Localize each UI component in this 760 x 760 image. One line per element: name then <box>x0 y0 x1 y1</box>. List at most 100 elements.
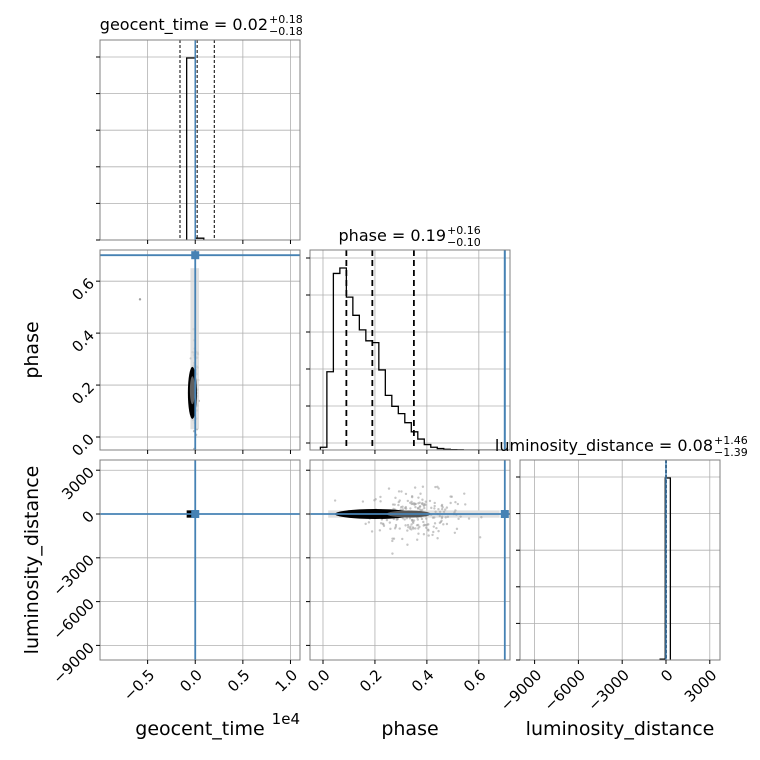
sample-point <box>409 525 412 528</box>
hist-geocent-time-frame <box>99 39 301 241</box>
sample-point <box>405 517 409 520</box>
sample-point <box>454 500 457 504</box>
sample-point <box>426 528 430 531</box>
hist-phase-frame <box>309 249 511 451</box>
truth-marker <box>500 510 509 519</box>
sample-point <box>421 485 425 488</box>
truth-marker <box>191 251 200 260</box>
sample-point <box>417 506 420 510</box>
hist-geocent-time <box>96 39 301 244</box>
sample-point <box>433 507 436 510</box>
hist-luminosity-distance-plot-area <box>520 460 720 660</box>
sample-point <box>453 531 457 534</box>
sample-point <box>417 496 420 499</box>
sample-point <box>387 487 391 490</box>
sample-point <box>445 506 449 509</box>
x-tick-label: −9000 <box>497 666 546 715</box>
sample-point <box>400 490 403 493</box>
scatter-geocent-time-vs-luminosity-distance-frame <box>99 459 301 661</box>
x-tick-label: 0.0 <box>304 666 334 696</box>
sample-point <box>416 518 420 521</box>
sample-point <box>416 538 419 541</box>
x-axis-label-geocent-time: geocent_time <box>135 718 264 740</box>
sample-point <box>412 519 416 522</box>
scatter-geocent-time-vs-phase <box>96 249 301 454</box>
sample-point <box>406 543 409 546</box>
x-tick-label: −3000 <box>584 666 633 715</box>
sample-point <box>459 515 462 518</box>
sample-point <box>391 503 395 506</box>
sample-point <box>425 517 428 520</box>
sample-point <box>408 517 412 520</box>
sample-point <box>397 503 400 507</box>
x-tick-label: 0.0 <box>176 666 206 696</box>
sample-point <box>436 537 439 540</box>
y-tick-label: −3000 <box>49 551 98 600</box>
hist-phase-plot-area <box>310 250 510 450</box>
x-tick-label: 1.0 <box>272 666 302 696</box>
sample-point <box>437 487 440 490</box>
sample-point <box>440 507 444 511</box>
panel-title-phase: phase = 0.19 <box>339 226 446 245</box>
sample-point <box>419 492 422 495</box>
title-upper-error: +1.46 <box>714 434 748 447</box>
title-upper-error: +0.16 <box>447 224 481 237</box>
scatter-phase-vs-luminosity-distance <box>306 459 511 664</box>
sample-point <box>427 534 430 537</box>
sample-point <box>440 515 444 518</box>
sample-point <box>444 508 447 511</box>
sample-point <box>437 507 440 511</box>
y-tick-label: 0.6 <box>68 274 98 304</box>
sample-point <box>480 516 483 519</box>
y-tick-label: 0.0 <box>68 430 98 460</box>
sample-point <box>431 516 435 519</box>
y-tick-label: 0 <box>79 507 98 526</box>
x-tick-label: −0.5 <box>120 666 158 704</box>
scatter-geocent-time-vs-phase-plot-area <box>100 250 300 450</box>
sample-point <box>418 505 422 508</box>
y-tick-label: −9000 <box>49 639 98 688</box>
sample-point <box>424 500 428 503</box>
sample-point <box>422 520 425 524</box>
sample-point <box>435 526 438 530</box>
sample-point <box>455 527 459 531</box>
sample-point <box>449 495 452 498</box>
sample-point <box>434 510 437 514</box>
sample-point <box>433 501 436 505</box>
x-tick-label: 0.2 <box>356 666 386 696</box>
sample-point <box>394 496 397 500</box>
sample-point <box>433 522 437 525</box>
x-tick-label: −6000 <box>541 666 590 715</box>
sample-point <box>432 530 435 534</box>
sample-point <box>423 502 426 506</box>
y-tick-label: −6000 <box>49 595 98 644</box>
sample-point <box>393 527 397 530</box>
sample-point <box>364 522 367 526</box>
sample-point <box>442 523 445 526</box>
sample-point <box>378 529 382 532</box>
x-tick-label: 0 <box>657 666 676 685</box>
x-axis-offset-label: 1e4 <box>272 710 300 728</box>
sample-point <box>379 495 382 499</box>
sample-point <box>391 539 394 543</box>
sample-point <box>438 514 441 518</box>
scatter-geocent-time-vs-luminosity-distance <box>96 459 301 664</box>
sample-point <box>401 508 405 511</box>
sample-point <box>406 499 410 503</box>
sample-point <box>464 503 467 506</box>
y-tick-label: 0.4 <box>68 326 98 356</box>
sample-point <box>411 526 415 529</box>
sample-point <box>398 499 401 502</box>
sample-point <box>415 524 419 527</box>
sample-point <box>392 537 396 540</box>
sample-point <box>394 523 398 527</box>
sample-point <box>413 503 416 506</box>
sample-point <box>417 527 420 530</box>
sample-point <box>457 517 460 521</box>
sample-point <box>478 536 482 539</box>
sample-point <box>431 533 434 537</box>
sample-point <box>370 530 374 533</box>
x-tick-label: 0.6 <box>460 666 490 696</box>
sample-point <box>428 499 432 503</box>
sample-point <box>410 523 413 526</box>
